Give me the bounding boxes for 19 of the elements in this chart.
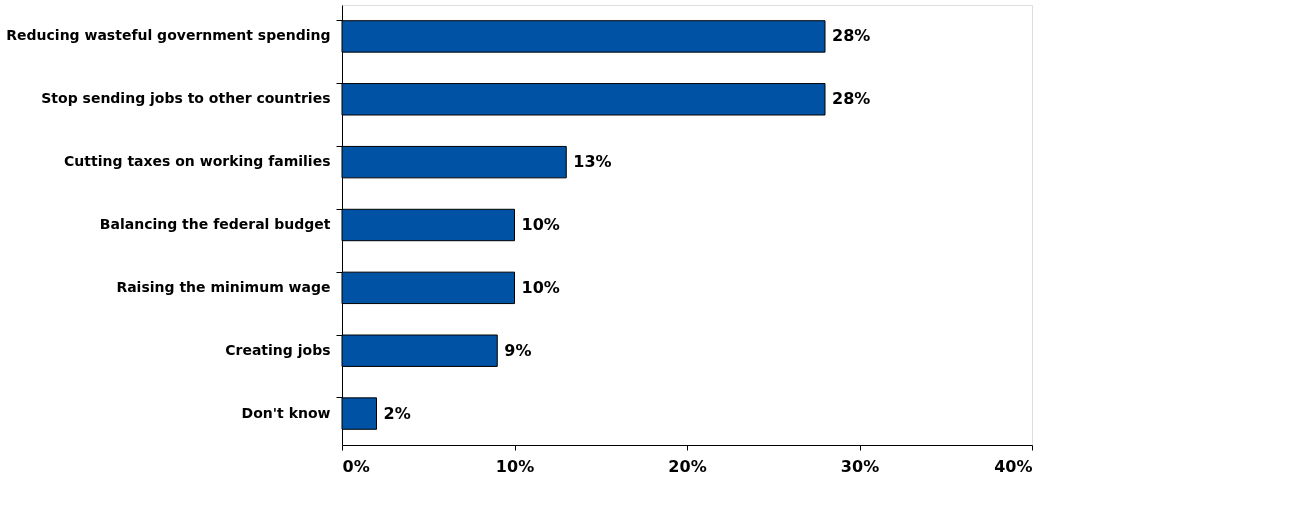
data-label: 10% [521,215,560,234]
data-label: 10% [521,277,560,297]
data-label: 9% [504,340,532,360]
x-tick-label: 10% [495,456,535,476]
data-label: 28% [832,26,871,46]
x-tick-label: 0% [342,456,370,476]
data-label: 2% [383,403,411,423]
y-tick-label: Don't know [241,404,331,421]
data-label: 13% [573,152,612,172]
x-tick-label: 20% [668,456,707,476]
x-tick-label: 30% [840,456,880,476]
y-tick-label: Cutting taxes on working families [64,153,331,170]
y-tick-label: Balancing the federal budget [99,216,331,232]
y-tick-label: Reducing wasteful government spending [6,27,331,44]
x-tick-label: 40% [994,456,1033,476]
y-tick-label: Raising the minimum wage [116,278,331,295]
y-tick-label: Creating jobs [225,341,331,358]
data-label: 28% [832,89,871,109]
y-tick-label: Stop sending jobs to other countries [41,90,331,107]
